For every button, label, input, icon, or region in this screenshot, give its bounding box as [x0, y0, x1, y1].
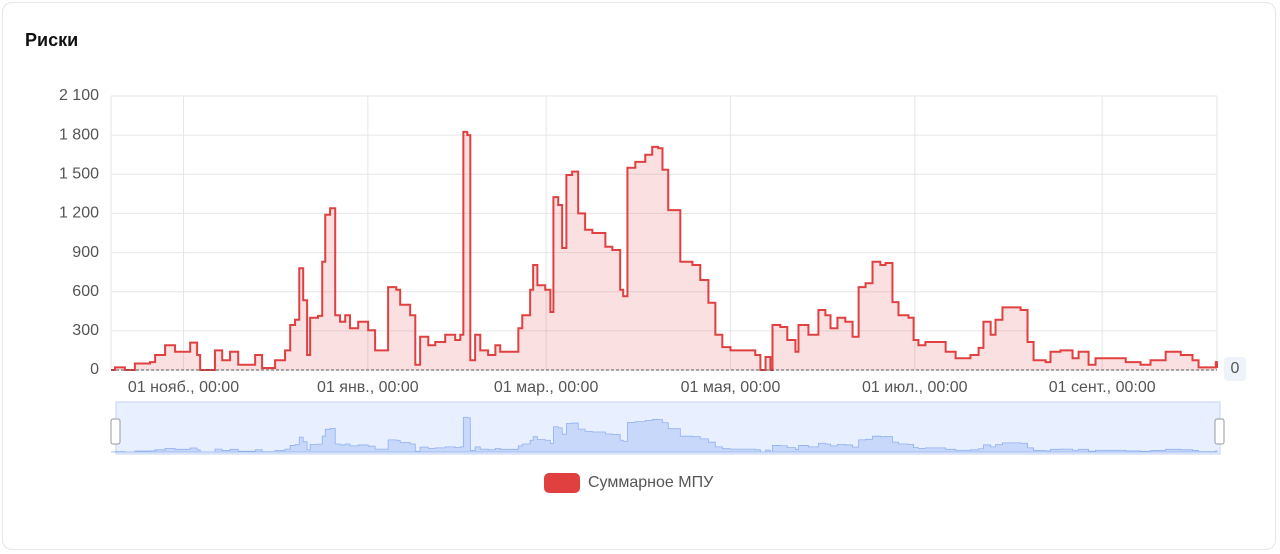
- x-tick-label: 01 сент., 00:00: [1049, 379, 1156, 396]
- x-tick-label: 01 янв., 00:00: [317, 379, 419, 396]
- x-tick-label: 01 июл., 00:00: [862, 379, 968, 396]
- zoom-handle[interactable]: [1214, 418, 1225, 445]
- y-tick-label: 300: [72, 322, 99, 339]
- y-tick-label: 2 100: [59, 87, 99, 104]
- mini-area: [111, 416, 1218, 453]
- end-label-box: [1224, 357, 1246, 381]
- zoom-handle[interactable]: [110, 418, 121, 445]
- y-tick-label: 900: [72, 244, 99, 261]
- x-tick-label: 01 мар., 00:00: [494, 379, 599, 396]
- x-tick-label: 01 мая, 00:00: [681, 379, 781, 396]
- legend-label: Суммарное МПУ: [588, 474, 714, 491]
- x-tick-label: 01 нояб., 00:00: [128, 379, 239, 396]
- y-tick-label: 0: [90, 361, 99, 378]
- chart-title: Риски: [25, 30, 78, 50]
- line: [111, 130, 1218, 371]
- y-tick-label: 1 200: [59, 205, 99, 222]
- y-tick-label: 600: [72, 283, 99, 300]
- legend-swatch: [544, 473, 580, 493]
- end-label: 0: [1231, 360, 1240, 377]
- y-tick-label: 1 500: [59, 166, 99, 183]
- area: [111, 131, 1217, 370]
- y-tick-label: 1 800: [59, 126, 99, 143]
